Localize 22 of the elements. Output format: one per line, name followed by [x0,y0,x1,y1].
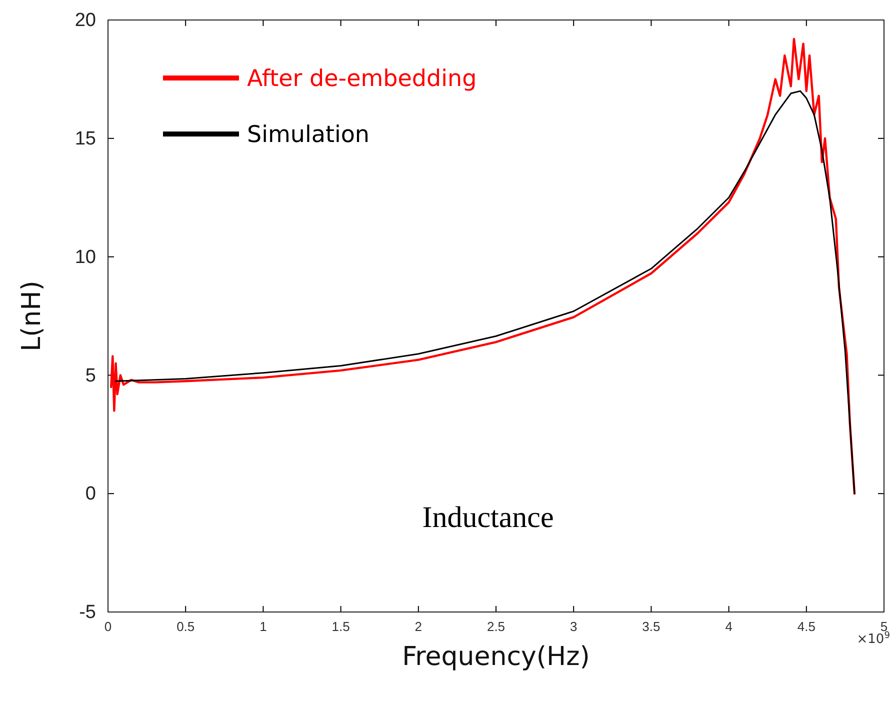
x-tick-label: 1 [260,619,267,634]
y-tick-label: 15 [74,128,96,150]
text: ×10$^{9}$ [856,631,890,647]
x-tick-label: 0 [104,619,112,634]
x-tick-label: 3.5 [642,619,660,634]
x-tick-label: 2 [414,619,422,634]
x-tick-label: 0.5 [176,619,195,634]
x-tick-label: 2.5 [486,619,506,634]
y-tick-label: 10 [74,246,96,268]
legend-label: After de-embedding [247,66,477,92]
y-tick-label: 0 [85,484,96,505]
x-tick-label: 4.5 [797,619,816,634]
annotation: Inductance [422,501,554,534]
y-tick-label: -5 [79,602,96,624]
y-axis-title: L(nH) [17,280,47,352]
x-tick-label: 1.5 [332,619,350,634]
x-axis-title: Frequency(Hz) [402,642,590,672]
x-tick-label: 4 [725,619,732,634]
y-tick-label: 5 [85,365,96,386]
y-tick-label: 20 [74,10,96,32]
legend-label: Simulation [247,122,370,148]
x-tick-label: 3 [570,619,578,634]
